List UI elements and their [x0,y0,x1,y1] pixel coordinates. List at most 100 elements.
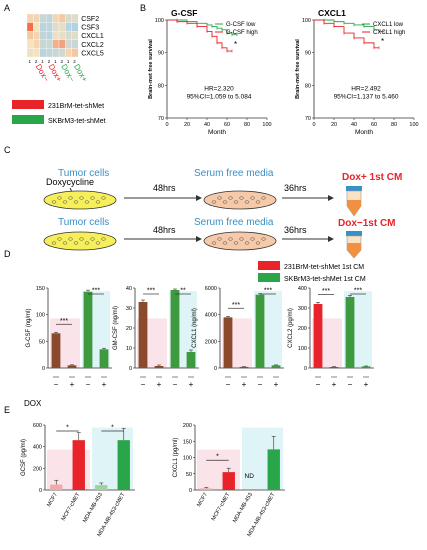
heatmap-cell [26,48,34,58]
heatmap-cell [39,39,47,49]
heatmap-cell [52,48,60,58]
y-tick-label: 100 [155,18,164,24]
heatmap-cell [52,13,60,23]
dox-minus-cm-label: Dox−1st CM [338,218,396,229]
heatmap-cell [65,13,72,23]
heatmap-cell [71,22,79,32]
heatmap-condition-label: Dox+ [72,63,89,84]
heatmap-replicate-label: 2 [61,59,64,64]
y-axis-label: Brain-met free survival [295,39,301,99]
cell [79,196,84,200]
cell [84,241,90,245]
legend-label: CXCL1 high [373,30,405,36]
cell [211,241,217,245]
time-48-bottom: 48hrs [153,225,176,235]
x-tick-label: 20 [184,122,190,128]
dox-sign: − [54,380,59,389]
y-tick-label: 100 [183,456,192,462]
y-axis-label: CXCL2 (pg/ml) [288,308,294,348]
dox-sign: + [242,380,247,389]
y-axis-label: G-CSF (ng/ml) [26,308,32,347]
serum-free-label-bottom: Serum free media [194,217,274,228]
cell [51,200,57,204]
cell [57,237,62,241]
dox-sign: − [86,380,91,389]
cell [233,241,239,245]
heatmap-cell [26,31,34,40]
doxycycline-label: Doxycycline [46,177,94,187]
bar [329,367,339,368]
km-plot-cxcl1: 70 80 90 100 0 20 40 60 80 100 Month Brain-met free… [295,8,419,136]
dox-sign: + [70,380,75,389]
heatmap-cell [65,22,72,32]
x-tick-label: 100 [262,122,271,128]
heatmap-cell [26,22,34,32]
cell [250,237,255,241]
y-tick-label: 200 [33,466,42,472]
heatmap-gene-label: CXCL5 [81,50,104,57]
category-label: MDA-MB-453 [82,492,104,524]
bar [345,297,355,368]
bar [50,484,63,490]
x-axis-label: Month [355,129,373,136]
legend-label: G-CSF low [226,22,256,28]
cell [62,200,68,204]
sig-label: *** [264,288,272,295]
cell [84,200,90,204]
tube-cap-top [346,186,362,191]
bar [138,302,148,368]
cell [211,200,217,204]
bar [51,333,61,368]
y-tick-label: 4000 [205,313,217,319]
sig-label: * [111,425,114,432]
heatmap-cell [58,39,66,49]
y-tick-label: 80 [158,83,164,89]
tumor-dish-bottom [43,231,117,251]
legend-swatch-skbrm3-cm [258,273,280,282]
x-tick-label: 40 [351,122,357,128]
significance-star: * [381,37,384,46]
dox-sign: + [332,380,337,389]
dox-sign: + [102,380,107,389]
heatmap-replicate-label: 1 [29,59,32,64]
heatmap-gene-label: CXCL1 [81,33,104,40]
bar [239,366,249,368]
cell [217,196,222,200]
sig-label: *** [322,288,330,295]
dox-sign: + [364,380,369,389]
cell [228,237,233,241]
y-tick-label: 10 [126,346,132,352]
bar [267,449,280,490]
heatmap-cell [39,48,47,58]
panel-letter-a: A [4,3,10,13]
y-tick-label: 0 [189,488,192,494]
cell [222,200,228,204]
dox-label: DOX [24,399,42,408]
bar [170,290,180,368]
cell [90,237,95,241]
heatmap-replicate-label: 2 [48,59,51,64]
y-tick-label: 90 [158,51,164,57]
cell [244,200,250,204]
heatmap-gene-label: CSF2 [81,16,99,23]
tumor-cells-label-bottom: Tumor cells [58,217,109,228]
cell [239,237,244,241]
bar [271,365,281,368]
cell [255,241,261,245]
sig-label: *** [147,288,155,295]
cell [244,241,250,245]
y-axis-label: CXCL1 (ng/ml) [192,308,198,348]
heatmap-cell [33,48,40,58]
bar [223,317,233,368]
y-tick-label: 150 [36,286,45,292]
category-label: MCF7 [46,492,59,508]
heatmap-replicate-label: 2 [73,59,76,64]
heatmap-cell [33,31,40,40]
dox-sign: − [258,380,263,389]
heatmap-cell [26,39,34,49]
y-tick-label: 150 [183,439,192,445]
bar [72,440,85,490]
x-tick-label: 0 [312,122,315,128]
